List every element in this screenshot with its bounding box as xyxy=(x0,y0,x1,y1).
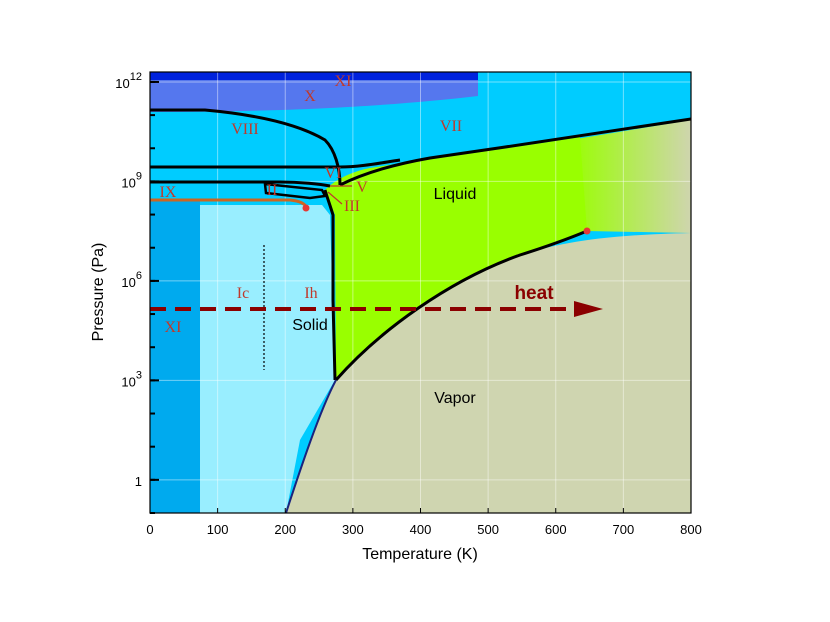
label-solid: Solid xyxy=(292,317,328,334)
region-liquid xyxy=(325,137,587,380)
label-ii: II xyxy=(267,182,278,199)
boundary-sublimation xyxy=(285,379,337,513)
boundary-vii-vi xyxy=(150,158,401,169)
label-v: V xyxy=(356,179,368,196)
y-tick-label: 1 xyxy=(135,474,142,489)
boundary-vi-ii xyxy=(150,180,331,188)
region-ih xyxy=(200,205,335,513)
region-vapor xyxy=(286,233,691,513)
y-tick-label: 103 xyxy=(121,369,142,389)
y-axis: 1 103 106 109 1012 xyxy=(115,71,159,514)
region-x xyxy=(150,80,478,112)
label-ih: Ih xyxy=(304,285,317,302)
boundary-ii-iii xyxy=(263,182,327,200)
label-ix: IX xyxy=(160,184,177,201)
plot-area: XI X VIII VII VI V III IX II Liquid Ic I… xyxy=(150,72,691,513)
label-viii: VIII xyxy=(231,121,259,138)
x-tick-label: 700 xyxy=(613,522,635,537)
x-axis-title: Temperature (K) xyxy=(362,546,478,563)
critical-point xyxy=(583,227,591,235)
x-tick-label: 100 xyxy=(207,522,229,537)
y-tick-label: 1012 xyxy=(115,71,142,91)
label-ic: Ic xyxy=(237,285,249,302)
leader-iii xyxy=(327,191,343,205)
grid-horizontal xyxy=(150,81,691,481)
boundary-vaporization xyxy=(334,229,588,381)
region-xi-bottom xyxy=(150,200,200,513)
label-liquid: Liquid xyxy=(434,186,477,203)
point-ii-ix xyxy=(302,204,310,212)
x-tick-label: 200 xyxy=(274,522,296,537)
boundary-liquid-vii xyxy=(339,117,691,187)
label-x: X xyxy=(304,88,316,105)
y-axis-title: Pressure (Pa) xyxy=(90,243,107,342)
label-xi-bottom: XI xyxy=(165,319,182,336)
x-tick-label: 500 xyxy=(477,522,499,537)
x-axis: 0 100 200 300 400 500 600 700 800 xyxy=(146,508,702,537)
grid-vertical xyxy=(150,72,691,513)
x-tick-label: 300 xyxy=(342,522,364,537)
x-tick-label: 400 xyxy=(410,522,432,537)
y-tick-label: 106 xyxy=(121,270,142,290)
x-tick-label: 0 xyxy=(146,522,153,537)
boundary-viii xyxy=(150,108,342,186)
y-tick-label: 109 xyxy=(121,170,142,190)
x-tick-label: 800 xyxy=(680,522,702,537)
label-vii: VII xyxy=(440,118,462,135)
region-supercritical xyxy=(570,120,691,233)
label-iii: III xyxy=(344,198,360,215)
label-xi-top: XI xyxy=(335,73,352,90)
label-vapor: Vapor xyxy=(434,390,476,407)
boundary-melting xyxy=(323,189,337,381)
heat-arrow-head xyxy=(574,301,603,317)
label-heat: heat xyxy=(514,283,554,304)
x-tick-label: 600 xyxy=(545,522,567,537)
label-vi: VI xyxy=(325,165,342,182)
